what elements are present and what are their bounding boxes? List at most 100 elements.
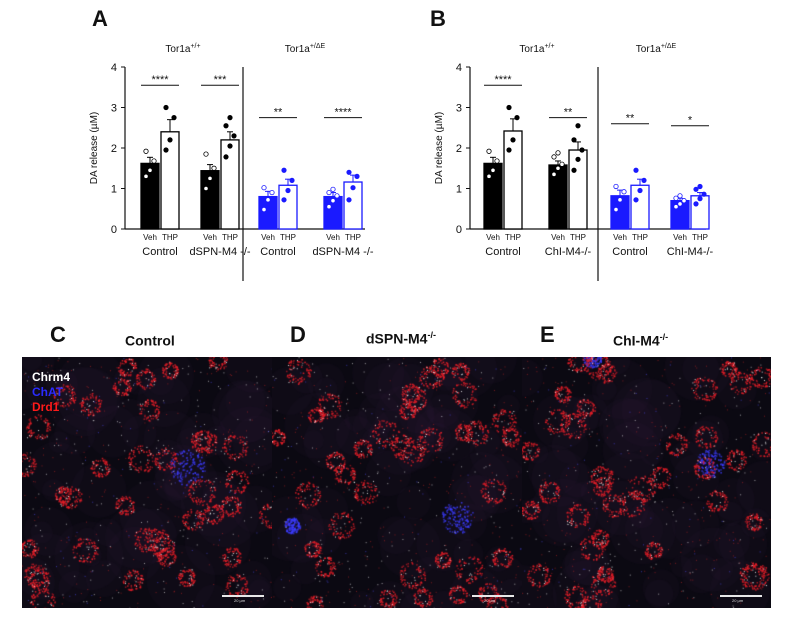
significance-label: **** bbox=[334, 107, 352, 119]
treatment-label: Veh bbox=[203, 233, 217, 242]
data-point bbox=[693, 186, 699, 192]
data-point bbox=[701, 191, 707, 197]
scale-bar bbox=[720, 595, 762, 597]
data-point bbox=[571, 137, 577, 143]
panel-label-d: D bbox=[290, 322, 306, 347]
data-point bbox=[203, 151, 209, 157]
scale-bar-label: 20 µm bbox=[234, 598, 246, 603]
data-point bbox=[261, 185, 267, 191]
data-point bbox=[261, 206, 267, 213]
significance-label: * bbox=[688, 115, 693, 127]
group-label: Control bbox=[260, 246, 295, 258]
data-point bbox=[575, 156, 581, 162]
data-point bbox=[346, 197, 352, 203]
data-point bbox=[223, 123, 229, 129]
panel-label-e: E bbox=[540, 322, 555, 347]
bar-chart-b: 0 1 2 3 4 DA release (µM) Tor1a+/+ Tor1a+/ΔE Veh… bbox=[434, 43, 714, 281]
data-point bbox=[171, 115, 177, 121]
group-label: ChI-M4-/- bbox=[545, 246, 592, 258]
bar bbox=[503, 130, 523, 230]
data-point bbox=[281, 197, 287, 203]
data-point bbox=[231, 133, 237, 139]
data-point bbox=[354, 173, 360, 179]
micrograph-control: 20 µm bbox=[22, 357, 272, 608]
group-label: dSPN-M4 -/- bbox=[189, 246, 250, 258]
treatment-label: THP bbox=[632, 233, 648, 242]
y-tick-label: 0 bbox=[456, 224, 462, 236]
data-point bbox=[697, 183, 703, 190]
data-point bbox=[203, 185, 209, 192]
data-point bbox=[163, 147, 169, 153]
data-point bbox=[613, 183, 619, 190]
data-point bbox=[269, 189, 275, 196]
legend-drd1: Drd1 bbox=[32, 400, 60, 414]
significance-label: *** bbox=[214, 74, 228, 86]
group-label: ChI-M4-/- bbox=[667, 246, 714, 258]
group-label: dSPN-M4 -/- bbox=[312, 246, 373, 258]
significance-label: **** bbox=[494, 74, 512, 86]
data-point bbox=[633, 167, 639, 173]
data-point bbox=[621, 189, 627, 195]
data-point bbox=[677, 201, 683, 207]
data-point bbox=[330, 186, 336, 192]
y-tick-label: 3 bbox=[111, 103, 117, 115]
data-point bbox=[641, 177, 647, 183]
data-point bbox=[637, 187, 643, 194]
treatment-label: THP bbox=[345, 233, 361, 242]
group-label: Control bbox=[142, 246, 177, 258]
group-label: Control bbox=[485, 246, 520, 258]
data-point bbox=[673, 195, 679, 201]
y-tick-label: 2 bbox=[111, 143, 117, 155]
legend-chrm4: Chrm4 bbox=[32, 370, 71, 384]
treatment-label: THP bbox=[222, 233, 238, 242]
data-point bbox=[673, 204, 679, 210]
y-tick-label: 1 bbox=[456, 184, 462, 196]
data-point bbox=[571, 167, 577, 173]
data-point bbox=[490, 167, 496, 173]
scale-bar bbox=[222, 595, 264, 597]
data-point bbox=[510, 137, 516, 143]
significance-label: ** bbox=[274, 107, 283, 119]
data-point bbox=[143, 173, 149, 179]
y-axis-label: DA release (µM) bbox=[434, 112, 445, 184]
data-point bbox=[506, 104, 512, 111]
micrograph-title-c: Control bbox=[125, 332, 175, 349]
y-tick-label: 2 bbox=[456, 143, 462, 155]
data-point bbox=[559, 161, 565, 167]
data-point bbox=[617, 197, 623, 203]
data-point bbox=[346, 169, 352, 175]
data-point bbox=[555, 150, 561, 156]
legend-chat: ChAT bbox=[32, 385, 64, 399]
significance-label: ** bbox=[564, 107, 573, 119]
bar bbox=[483, 162, 503, 230]
genotype-label: Tor1a+/ΔE bbox=[285, 43, 326, 55]
data-point bbox=[326, 189, 332, 196]
data-point bbox=[163, 104, 169, 111]
genotype-label: Tor1a+/ΔE bbox=[636, 43, 677, 55]
data-point bbox=[167, 137, 173, 143]
data-point bbox=[285, 187, 291, 194]
data-point bbox=[265, 197, 271, 203]
micrograph-chi-m4: 20 µm bbox=[522, 357, 771, 608]
treatment-label: Veh bbox=[673, 233, 687, 242]
data-point bbox=[227, 115, 233, 121]
data-point bbox=[330, 198, 336, 204]
treatment-label: Veh bbox=[261, 233, 275, 242]
stain-legend: Chrm4 ChAT Drd1 bbox=[32, 370, 70, 415]
micrograph-title-d: dSPN-M4-/- bbox=[366, 330, 436, 347]
treatment-label: THP bbox=[162, 233, 178, 242]
treatment-label: Veh bbox=[613, 233, 627, 242]
data-point bbox=[506, 147, 512, 153]
data-point bbox=[575, 123, 581, 129]
y-tick-label: 1 bbox=[111, 184, 117, 196]
data-point bbox=[147, 167, 153, 173]
scale-bar-label: 20 µm bbox=[484, 598, 496, 603]
treatment-label: THP bbox=[505, 233, 521, 242]
data-point bbox=[555, 165, 561, 171]
data-point bbox=[514, 115, 520, 121]
y-tick-label: 4 bbox=[456, 62, 462, 74]
data-point bbox=[211, 165, 217, 171]
data-point bbox=[227, 143, 233, 149]
data-point bbox=[693, 201, 699, 207]
data-point bbox=[350, 185, 356, 191]
